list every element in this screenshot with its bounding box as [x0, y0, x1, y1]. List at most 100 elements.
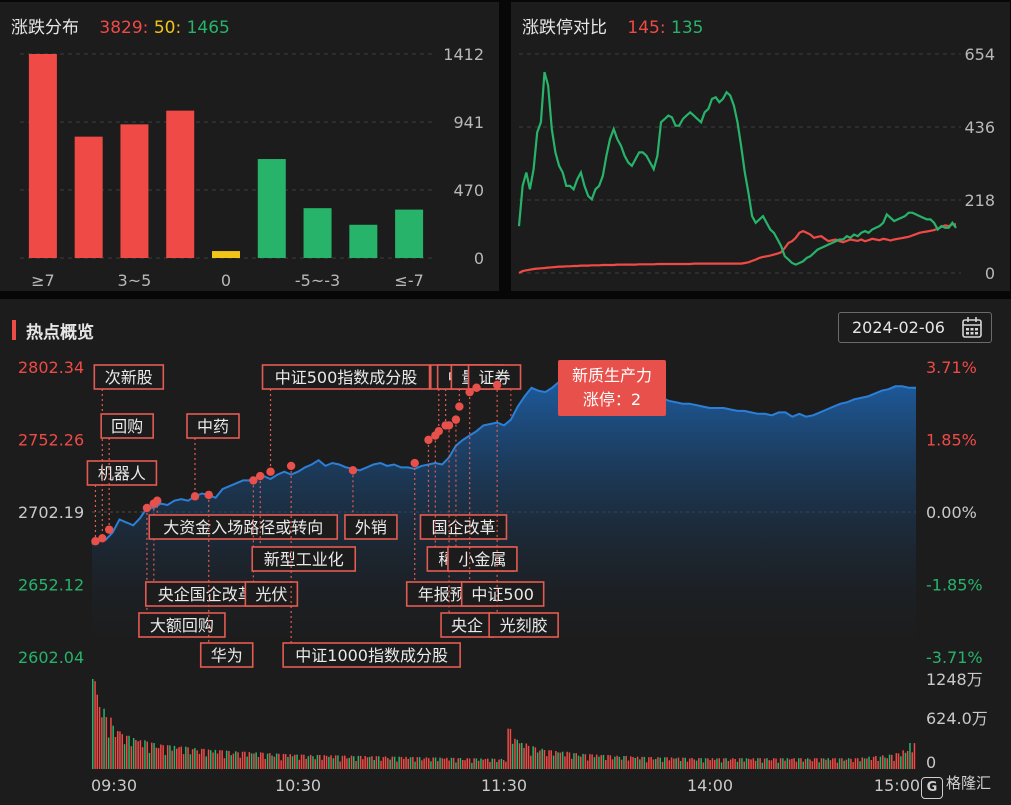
- event-label: 新型工业化: [264, 550, 344, 569]
- volume-bar: [196, 750, 198, 769]
- volume-bar: [446, 757, 448, 770]
- volume-bar: [216, 753, 219, 769]
- volume-bar: [832, 758, 834, 769]
- volume-bar: [582, 753, 584, 769]
- event-box: [100, 413, 154, 439]
- distribution-panel: 涨跌分布 3829: 50: 1465 1412 941 470 0 ≥7 3~5 0 -5~…: [0, 2, 499, 291]
- event-dot: [153, 496, 162, 505]
- y-tick-right: -1.85%: [926, 576, 983, 595]
- event-box: [199, 642, 254, 668]
- volume-bar: [443, 758, 446, 769]
- volume-bar: [511, 743, 514, 769]
- bar: [395, 209, 424, 258]
- volume-bar: [185, 746, 187, 769]
- date-picker[interactable]: 2024-02-06: [838, 312, 992, 343]
- volume-bar: [827, 758, 829, 769]
- volume-bar: [130, 746, 133, 769]
- volume-bar: [414, 761, 416, 769]
- volume-bar: [845, 759, 848, 769]
- volume-bar: [210, 750, 212, 769]
- calendar-icon[interactable]: [839, 313, 993, 344]
- volume-bar: [464, 760, 466, 769]
- volume-bar: [428, 758, 430, 769]
- hot-title: 热点概览: [26, 323, 94, 343]
- volume-bar: [448, 760, 450, 769]
- event-label: 光伏: [255, 585, 287, 604]
- volume-bar: [645, 762, 648, 769]
- event-label: 国企改革: [431, 518, 495, 537]
- limit-compare-panel: 涨跌停对比 145: 135 654 436 218 0: [511, 2, 1010, 291]
- limit-down-line: [517, 71, 957, 266]
- bar: [166, 110, 195, 259]
- volume-bar: [557, 752, 559, 769]
- volume-bar: [496, 762, 498, 769]
- y-tick-right: 3.71%: [926, 358, 977, 377]
- volume-bar: [577, 755, 580, 769]
- volume-bar: [909, 743, 911, 769]
- event-box: [244, 581, 299, 607]
- distribution-header: 涨跌分布 3829: 50: 1465: [11, 13, 230, 38]
- volume-bar: [316, 755, 319, 769]
- volume-bar: [337, 755, 339, 769]
- volume-bar: [173, 745, 176, 769]
- volume-bar: [868, 756, 870, 769]
- volume-bar: [807, 758, 809, 769]
- volume-bar: [314, 759, 316, 769]
- volume-bar: [400, 757, 403, 769]
- volume-bar: [309, 754, 312, 769]
- down-limit-count: 135: [671, 18, 704, 38]
- volume-bar: [407, 758, 409, 769]
- volume-bar: [675, 758, 677, 769]
- volume-bar: [589, 754, 591, 769]
- volume-bar: [548, 750, 550, 770]
- volume-bar: [212, 752, 214, 769]
- hot-overview-panel: 热点概览 2024-02-06 2802.34 3.71% 2752.26 1.85%…: [0, 299, 1011, 805]
- limit-compare-chart: 654 436 218 0: [517, 45, 995, 283]
- volume-bar: [92, 679, 94, 769]
- volume-bar: [164, 755, 167, 769]
- volume-bar: [648, 757, 650, 769]
- volume-bar: [201, 748, 203, 769]
- volume-bar: [473, 758, 475, 769]
- volume-bar: [800, 758, 802, 769]
- x-tick-label: 14:00: [687, 776, 733, 795]
- x-tick-label: -5~-3: [295, 271, 340, 290]
- volume-bar: [566, 751, 568, 769]
- volume-bar: [330, 755, 332, 769]
- volume-bar: [727, 761, 730, 769]
- volume-bar: [677, 757, 680, 769]
- volume-bar: [743, 761, 745, 769]
- logo-mark: G: [921, 777, 943, 799]
- volume-bar: [271, 755, 273, 769]
- volume-bar: [741, 758, 743, 769]
- volume-bar: [866, 758, 868, 769]
- volume-bar: [305, 758, 307, 769]
- bar: [257, 159, 286, 258]
- event-label: 次新股: [105, 368, 153, 387]
- event-box: [488, 612, 559, 638]
- volume-bar: [257, 756, 260, 769]
- volume-bar: [852, 762, 854, 769]
- volume-bar: [489, 762, 491, 769]
- event-box: [86, 460, 158, 486]
- volume-bar: [738, 758, 741, 769]
- volume-bar: [493, 758, 496, 769]
- volume-bar: [507, 728, 509, 769]
- x-tick-label: 09:30: [91, 776, 137, 795]
- volume-bar: [155, 747, 158, 769]
- volume-bar: [652, 759, 655, 769]
- volume-bar: [457, 758, 459, 769]
- x-tick-label: 10:30: [275, 776, 321, 795]
- volume-bar: [459, 758, 462, 769]
- volume-bar: [850, 758, 852, 769]
- volume-bar: [634, 758, 636, 769]
- volume-bar: [679, 761, 682, 769]
- volume-bar: [357, 755, 360, 769]
- volume-bar: [902, 750, 904, 770]
- volume-bar: [341, 755, 344, 769]
- volume-bar: [786, 758, 789, 769]
- volume-bar: [191, 749, 194, 769]
- y-tick-label: 0: [985, 264, 995, 283]
- event-dot: [190, 492, 200, 501]
- volume-bar: [391, 756, 394, 769]
